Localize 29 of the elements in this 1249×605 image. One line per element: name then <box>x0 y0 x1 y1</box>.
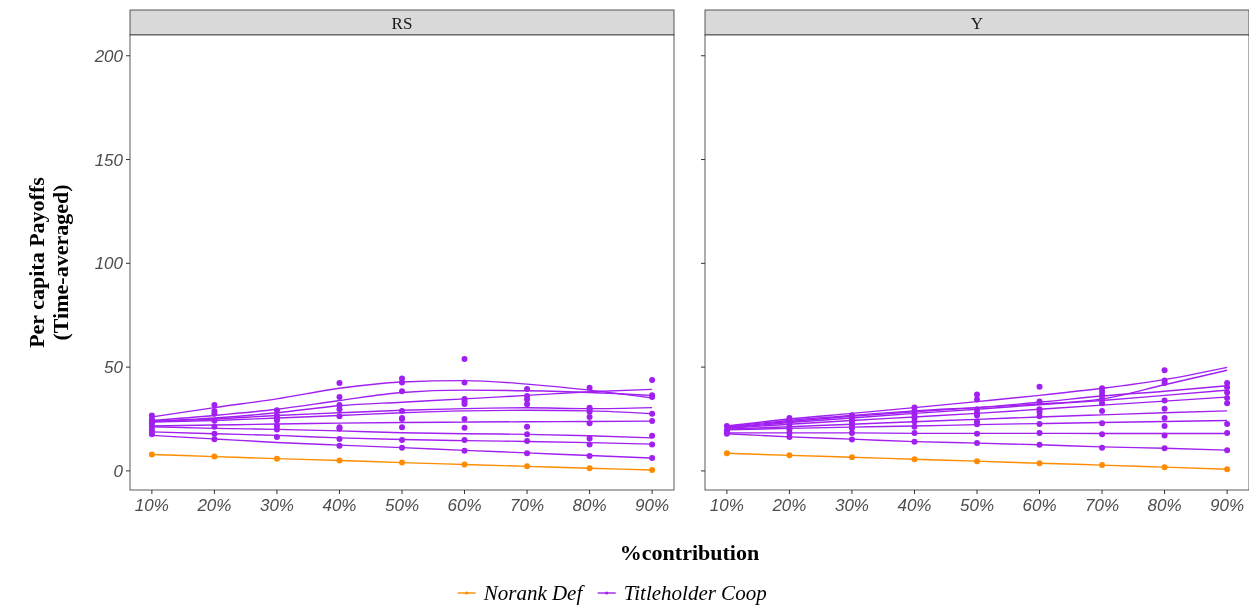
x-tick-label: 20% <box>771 496 807 515</box>
x-tick-label: 60% <box>447 496 482 515</box>
legend-label: Titleholder Coop <box>623 581 767 605</box>
x-tick-label: 20% <box>196 496 232 515</box>
chart-title: Y <box>970 13 984 33</box>
y-tick-label: 200 <box>93 46 124 66</box>
x-tick-label: 50% <box>959 496 995 515</box>
x-tick-label: 50% <box>384 496 420 515</box>
y-axis-title: Per capita Payoffs (Time-averaged) <box>24 176 73 348</box>
x-tick-label: 70% <box>510 496 545 515</box>
x-tick-label: 40% <box>897 496 932 515</box>
x-tick-label: 80% <box>572 496 607 515</box>
chart-title: RS <box>391 13 413 33</box>
legend-label: Norank Def <box>482 581 586 605</box>
x-tick-label: 80% <box>1147 496 1182 515</box>
x-axis-title: %contribution <box>619 540 760 565</box>
x-tick-label: 30% <box>834 496 869 515</box>
x-tick-label: 10% <box>709 496 744 515</box>
x-tick-label: 40% <box>322 496 357 515</box>
y-tick-label: 150 <box>94 150 124 170</box>
x-tick-label: 90% <box>635 496 670 515</box>
x-tick-label: 30% <box>259 496 294 515</box>
y-tick-label: 100 <box>94 254 124 274</box>
x-tick-label: 60% <box>1022 496 1057 515</box>
x-tick-label: 10% <box>134 496 169 515</box>
y-tick-label: 0 <box>113 461 124 481</box>
x-tick-label: 90% <box>1210 496 1245 515</box>
y-tick-label: 50 <box>104 358 124 378</box>
x-tick-label: 70% <box>1085 496 1120 515</box>
